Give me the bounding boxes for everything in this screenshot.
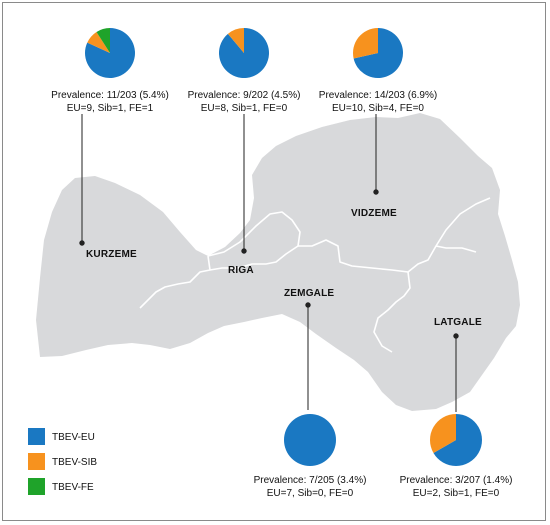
border-riga-ring: [207, 211, 301, 271]
anchor-dot-latgale: [453, 333, 459, 339]
caption-counts-vidzeme: EU=10, Sib=4, FE=0: [332, 103, 424, 114]
pie-chart-kurzeme: [84, 28, 135, 78]
caption-counts-riga: EU=8, Sib=1, FE=0: [201, 103, 288, 114]
border-zemgale-latgale: [373, 271, 411, 353]
region-label-zemgale: ZEMGALE: [284, 288, 334, 299]
caption-prevalence-latgale: Prevalence: 3/207 (1.4%): [400, 475, 513, 486]
border-kurzeme-zemgale: [139, 255, 211, 309]
anchor-dot-riga: [241, 248, 247, 254]
pie-slice-kurzeme-sib: [87, 31, 110, 53]
region-label-riga: RIGA: [228, 265, 254, 276]
legend-label-eu: TBEV-EU: [52, 432, 95, 443]
region-borders: [139, 197, 491, 353]
anchor-dot-kurzeme: [79, 240, 85, 246]
legend-swatch-sib: [28, 453, 45, 470]
pie-slice-riga-sib: [227, 28, 244, 53]
region-label-kurzeme: KURZEME: [86, 249, 137, 260]
legend-label-sib: TBEV-SIB: [52, 457, 97, 468]
legend-label-fe: TBEV-FE: [52, 482, 94, 493]
pie-slice-kurzeme-fe: [96, 28, 110, 53]
pie-chart-riga: [219, 28, 270, 78]
leader-lines: [79, 114, 459, 412]
border-vidzeme-zemgale: [298, 197, 491, 273]
pie-slice-zemgale-eu: [284, 414, 336, 466]
figure-frame: [2, 2, 546, 521]
region-label-vidzeme: VIDZEME: [351, 208, 397, 219]
caption-counts-latgale: EU=2, Sib=1, FE=0: [413, 488, 500, 499]
caption-prevalence-vidzeme: Prevalence: 14/203 (6.9%): [319, 90, 437, 101]
pie-slice-riga-eu: [219, 28, 270, 78]
caption-prevalence-zemgale: Prevalence: 7/205 (3.4%): [254, 475, 367, 486]
pie-slice-latgale-sib: [429, 414, 456, 453]
caption-prevalence-kurzeme: Prevalence: 11/203 (5.4%): [51, 90, 169, 101]
caption-counts-kurzeme: EU=9, Sib=1, FE=1: [67, 103, 154, 114]
anchor-dot-zemgale: [305, 302, 311, 308]
pie-slice-vidzeme-sib: [353, 28, 378, 59]
region-label-latgale: LATGALE: [434, 317, 482, 328]
pie-slice-latgale-eu: [433, 414, 482, 466]
anchor-dot-vidzeme: [373, 189, 379, 195]
pie-chart-vidzeme: [353, 28, 404, 78]
border-latgale-vidzeme-east: [435, 245, 477, 253]
caption-counts-zemgale: EU=7, Sib=0, FE=0: [267, 488, 354, 499]
pie-slice-vidzeme-eu: [353, 28, 404, 78]
legend-swatch-eu: [28, 428, 45, 445]
pie-chart-zemgale: [284, 414, 336, 466]
legend: TBEV-EU TBEV-SIB TBEV-FE: [28, 428, 97, 495]
caption-prevalence-riga: Prevalence: 9/202 (4.5%): [188, 90, 301, 101]
latvia-landmass: [36, 113, 520, 411]
pie-chart-latgale: [429, 414, 482, 466]
legend-swatch-fe: [28, 478, 45, 495]
pie-slice-kurzeme-eu: [84, 28, 135, 78]
